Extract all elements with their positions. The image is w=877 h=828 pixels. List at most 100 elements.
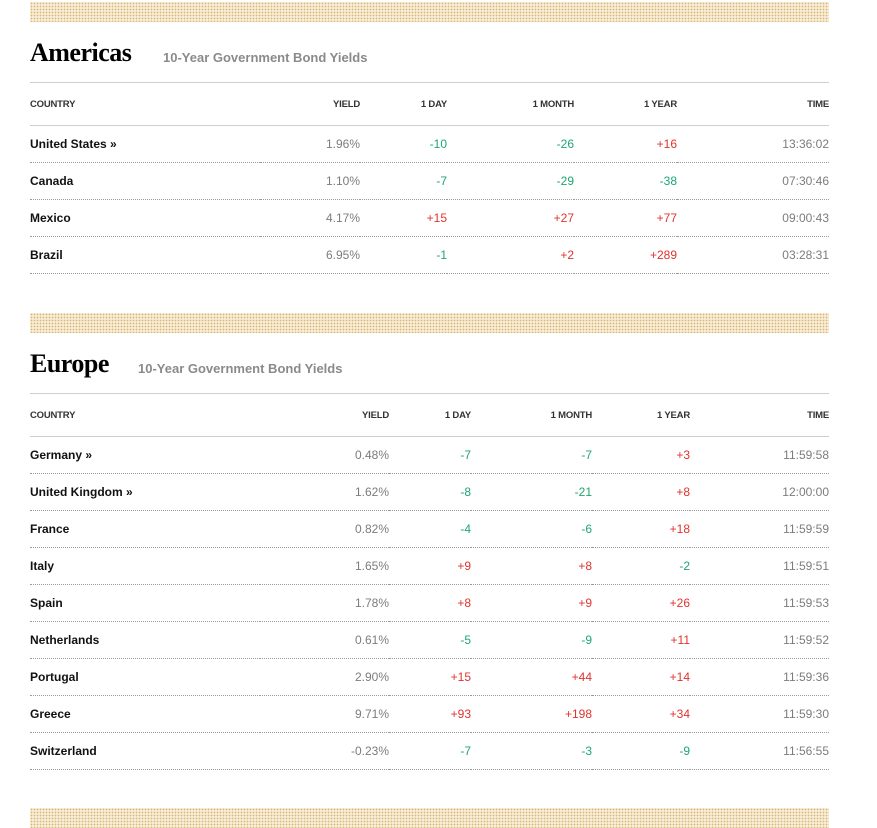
col-header-yield[interactable]: YIELD [260,394,389,437]
americas-header: Americas 10-Year Government Bond Yields [30,36,829,83]
yield-cell: 1.62% [260,473,389,511]
change-1-month-cell: -3 [471,732,592,770]
table-row[interactable]: Netherlands 0.61% -5 -9 +11 11:59:52 [30,621,829,659]
change-1-day-cell: -7 [389,436,471,474]
europe-subtitle: 10-Year Government Bond Yields [138,361,343,376]
col-header-1-month[interactable]: 1 MONTH [447,83,574,126]
time-cell: 11:59:36 [690,658,829,696]
change-1-day-cell: +15 [360,199,447,237]
time-cell: 11:56:55 [690,732,829,770]
change-1-month-cell: +2 [447,236,574,274]
change-1-year-cell: -9 [592,732,690,770]
change-1-month-cell: +8 [471,547,592,585]
change-1-day-cell: +9 [389,547,471,585]
change-1-year-cell: +14 [592,658,690,696]
change-1-year-cell: +289 [574,236,677,274]
time-cell: 11:59:30 [690,695,829,733]
americas-title: Americas [30,38,132,67]
change-1-year-cell: -2 [592,547,690,585]
yield-cell: 0.48% [260,436,389,474]
col-header-time[interactable]: TIME [690,394,829,437]
time-cell: 13:36:02 [677,125,829,163]
table-row[interactable]: United Kingdom » 1.62% -8 -21 +8 12:00:00 [30,473,829,511]
col-header-yield[interactable]: YIELD [260,83,360,126]
time-cell: 07:30:46 [677,162,829,200]
table-row[interactable]: Italy 1.65% +9 +8 -2 11:59:51 [30,547,829,585]
change-1-month-cell: -7 [471,436,592,474]
change-1-month-cell: -6 [471,510,592,548]
country-cell[interactable]: Switzerland [30,732,260,770]
change-1-year-cell: +77 [574,199,677,237]
europe-header: Europe 10-Year Government Bond Yields [30,347,829,394]
yield-cell: 6.95% [260,236,360,274]
change-1-month-cell: -21 [471,473,592,511]
country-cell[interactable]: Canada [30,162,260,200]
country-cell[interactable]: Spain [30,584,260,622]
americas-subtitle: 10-Year Government Bond Yields [163,50,368,65]
col-header-1-day[interactable]: 1 DAY [360,83,447,126]
yield-cell: 1.96% [260,125,360,163]
table-row[interactable]: Spain 1.78% +8 +9 +26 11:59:53 [30,584,829,622]
country-cell[interactable]: Germany » [30,436,260,474]
table-row[interactable]: France 0.82% -4 -6 +18 11:59:59 [30,510,829,548]
table-header-row: COUNTRY YIELD 1 DAY 1 MONTH 1 YEAR TIME [30,83,829,126]
country-cell[interactable]: United States » [30,125,260,163]
country-cell[interactable]: Portugal [30,658,260,696]
change-1-month-cell: +198 [471,695,592,733]
change-1-year-cell: +26 [592,584,690,622]
time-cell: 11:59:59 [690,510,829,548]
table-row[interactable]: United States » 1.96% -10 -26 +16 13:36:02 [30,125,829,163]
country-cell[interactable]: Netherlands [30,621,260,659]
time-cell: 11:59:53 [690,584,829,622]
change-1-month-cell: -26 [447,125,574,163]
table-row[interactable]: Canada 1.10% -7 -29 -38 07:30:46 [30,162,829,200]
change-1-year-cell: +16 [574,125,677,163]
col-header-1-day[interactable]: 1 DAY [389,394,471,437]
time-cell: 11:59:58 [690,436,829,474]
country-cell[interactable]: Brazil [30,236,260,274]
section-divider-band [30,313,829,333]
table-row[interactable]: Germany » 0.48% -7 -7 +3 11:59:58 [30,436,829,474]
country-cell[interactable]: Mexico [30,199,260,237]
change-1-month-cell: -29 [447,162,574,200]
yield-cell: 9.71% [260,695,389,733]
table-row[interactable]: Greece 9.71% +93 +198 +34 11:59:30 [30,695,829,733]
yield-cell: 1.10% [260,162,360,200]
change-1-month-cell: +44 [471,658,592,696]
change-1-year-cell: +8 [592,473,690,511]
americas-section: Americas 10-Year Government Bond Yields … [30,36,829,274]
col-header-1-year[interactable]: 1 YEAR [592,394,690,437]
change-1-year-cell: +3 [592,436,690,474]
change-1-year-cell: -38 [574,162,677,200]
change-1-day-cell: +93 [389,695,471,733]
europe-section: Europe 10-Year Government Bond Yields CO… [30,347,829,770]
change-1-day-cell: -8 [389,473,471,511]
change-1-day-cell: -5 [389,621,471,659]
yield-cell: 0.82% [260,510,389,548]
yield-cell: 4.17% [260,199,360,237]
table-row[interactable]: Brazil 6.95% -1 +2 +289 03:28:31 [30,236,829,274]
section-divider-band [30,2,829,22]
country-cell[interactable]: Italy [30,547,260,585]
yield-cell: -0.23% [260,732,389,770]
change-1-month-cell: +27 [447,199,574,237]
time-cell: 09:00:43 [677,199,829,237]
table-row[interactable]: Switzerland -0.23% -7 -3 -9 11:56:55 [30,732,829,770]
americas-yields-table: COUNTRY YIELD 1 DAY 1 MONTH 1 YEAR TIME … [30,83,829,274]
change-1-day-cell: +15 [389,658,471,696]
europe-title: Europe [30,349,109,378]
country-cell[interactable]: France [30,510,260,548]
col-header-1-month[interactable]: 1 MONTH [471,394,592,437]
change-1-year-cell: +34 [592,695,690,733]
time-cell: 11:59:51 [690,547,829,585]
table-row[interactable]: Mexico 4.17% +15 +27 +77 09:00:43 [30,199,829,237]
change-1-day-cell: -7 [360,162,447,200]
col-header-1-year[interactable]: 1 YEAR [574,83,677,126]
col-header-country[interactable]: COUNTRY [30,83,260,126]
col-header-country[interactable]: COUNTRY [30,394,260,437]
table-row[interactable]: Portugal 2.90% +15 +44 +14 11:59:36 [30,658,829,696]
time-cell: 12:00:00 [690,473,829,511]
col-header-time[interactable]: TIME [677,83,829,126]
country-cell[interactable]: Greece [30,695,260,733]
country-cell[interactable]: United Kingdom » [30,473,260,511]
